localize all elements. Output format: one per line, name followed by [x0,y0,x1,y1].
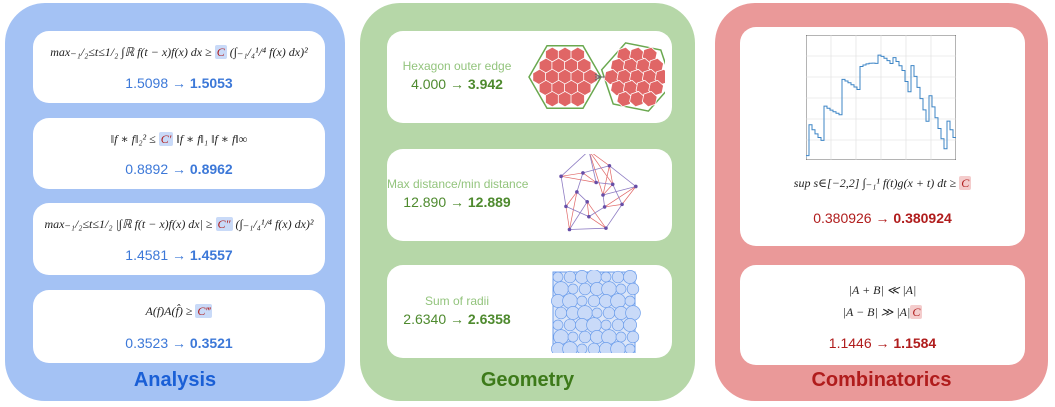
panel-title: Combinatorics [811,369,952,391]
formula-line: max₋₁/₂≤t≤1/₂ |∫ℝ f(t − x)f(x) dx| ≥ C″ … [33,213,325,235]
formula-line: sup s∈[−2,2] ∫₋₁¹ f(t)g(x + t) dt ≥ C [740,172,1025,194]
panel-title: Geometry [480,369,575,391]
arrow: → [450,76,464,92]
card: max₋₁/₂≤t≤1/₂ |∫ℝ f(t − x)f(x) dx| ≥ C″ … [33,203,325,275]
new-score: 0.3521 [189,335,233,351]
illustration [559,154,638,232]
old-score: 1.5098 [125,75,169,91]
formula-text: sup s∈[−2,2] ∫₋₁¹ f(t)g(x + t) dt ≥ [793,176,960,190]
formula-line: ‖f ∗ f‖₂² ≤ C′ ‖f ∗ f‖₁ ‖f ∗ f‖∞ [33,128,325,150]
constant: C [959,176,972,190]
new-score: 3.942 [467,76,503,92]
constant: C [214,45,227,59]
old-score: 1.1446 [828,335,872,351]
formula-text: (∫₋₁/₄¹/⁴ f(x) dx)² [232,217,314,231]
old-score: 0.3523 [125,335,169,351]
new-score: 12.889 [467,194,511,210]
old-score: 0.380926 [813,210,872,226]
old-score: 12.890 [403,194,447,210]
panel: Analysis max₋₁/₂≤t≤1/₂ ∫ℝ f(t − x)f(x) dx… [5,3,345,401]
formula-text: max₋₁/₂≤t≤1/₂ |∫ℝ f(t − x)f(x) dx| ≥ [44,217,216,231]
score-change: 0.3523 → 0.3521 [33,335,325,351]
new-score: 2.6358 [467,310,511,327]
formula: |A + B| ≪ |A| |A − B| ≫ |A| C [740,279,1025,323]
formula-text: (∫₋₁/₄¹/⁴ f(x) dx)² [226,45,308,59]
formula-line: max₋₁/₂≤t≤1/₂ ∫ℝ f(t − x)f(x) dx ≥ C (∫₋… [33,41,325,63]
score-change: 1.1446 → 1.1584 [740,335,1025,351]
illustration [528,42,665,112]
formula-line: A(f)A(f̂) ≥ C‴ [33,300,325,322]
formula: sup s∈[−2,2] ∫₋₁¹ f(t)g(x + t) dt ≥ C [740,172,1025,194]
old-score: 0.8892 [125,161,169,177]
arrow: → [172,161,186,177]
metric-label: Max distance/min distance [387,177,529,191]
card: |A + B| ≪ |A| |A − B| ≫ |A| C 1.1446 → 1.15… [740,265,1025,365]
new-score: 0.8962 [189,161,233,177]
panel-title: Analysis [133,369,217,391]
formula: A(f)A(f̂) ≥ C‴ [33,300,325,322]
panel: Geometry Hexagon outer edge 4.000 → 3.942 M… [360,3,695,401]
arrow: → [172,335,186,351]
formula-text: |A + B| ≪ |A| [848,283,917,297]
old-score: 4.000 [411,76,447,92]
arrow: → [875,210,890,226]
illustration [806,35,956,160]
card: Hexagon outer edge 4.000 → 3.942 [387,31,672,123]
formula: max₋₁/₂≤t≤1/₂ |∫ℝ f(t − x)f(x) dx| ≥ C″ … [33,213,325,235]
score-change: 1.4581 → 1.4557 [33,247,325,263]
formula-text: max₋₁/₂≤t≤1/₂ ∫ℝ f(t − x)f(x) dx ≥ [50,45,215,59]
card: Sum of radii 2.6340 → 2.6358 [387,265,672,358]
formula-text: ‖f ∗ f‖₁ ‖f ∗ f‖∞ [173,132,248,146]
formula-text: |A − B| ≫ |A| [842,305,911,319]
formula-text: A(f)A(f̂) ≥ [145,304,196,318]
score-change: 0.8892 → 0.8962 [33,161,325,177]
new-score: 1.1584 [893,335,937,351]
score-change: Max distance/min distance 12.890 → 12.889 [387,177,529,210]
metric-label: Hexagon outer edge [402,59,512,73]
constant: C′ [158,132,174,146]
score-change: 1.5098 → 1.5053 [33,75,325,91]
panel: Combinatorics sup s∈[−2,2] ∫₋₁¹ f(t)g(x +… [715,3,1048,401]
formula-line: |A − B| ≫ |A| C [740,301,1025,323]
metric-label: Sum of radii [424,293,490,308]
score-change: Hexagon outer edge 4.000 → 3.942 [387,59,527,92]
card: Max distance/min distance 12.890 → 12.889 [387,149,672,241]
constant: C‴ [195,304,213,318]
arrow: → [450,194,464,210]
arrow: → [172,75,186,91]
old-score: 2.6340 [403,310,447,327]
formula: max₋₁/₂≤t≤1/₂ ∫ℝ f(t − x)f(x) dx ≥ C (∫₋… [33,41,325,63]
new-score: 1.4557 [189,247,233,263]
score-change: Sum of radii 2.6340 → 2.6358 [387,294,527,327]
formula: ‖f ∗ f‖₂² ≤ C′ ‖f ∗ f‖₁ ‖f ∗ f‖∞ [33,128,325,150]
arrow: → [450,310,464,327]
arrow: → [172,247,186,263]
card: max₋₁/₂≤t≤1/₂ ∫ℝ f(t − x)f(x) dx ≥ C (∫₋… [33,31,325,103]
illustration [551,270,641,353]
constant: C″ [215,217,233,231]
arrow: → [875,335,890,351]
score-change: 0.380926 → 0.380924 [740,210,1025,226]
card: ‖f ∗ f‖₂² ≤ C′ ‖f ∗ f‖₁ ‖f ∗ f‖∞ 0.8892 →… [33,118,325,189]
old-score: 1.4581 [125,247,169,263]
card: A(f)A(f̂) ≥ C‴ 0.3523 → 0.3521 [33,290,325,363]
constant: C [910,305,923,319]
new-score: 0.380924 [893,210,952,226]
new-score: 1.5053 [189,75,233,91]
card: sup s∈[−2,2] ∫₋₁¹ f(t)g(x + t) dt ≥ C 0.3… [740,27,1025,246]
formula-text: ‖f ∗ f‖₂² ≤ [110,132,159,146]
formula-line: |A + B| ≪ |A| [740,279,1025,301]
